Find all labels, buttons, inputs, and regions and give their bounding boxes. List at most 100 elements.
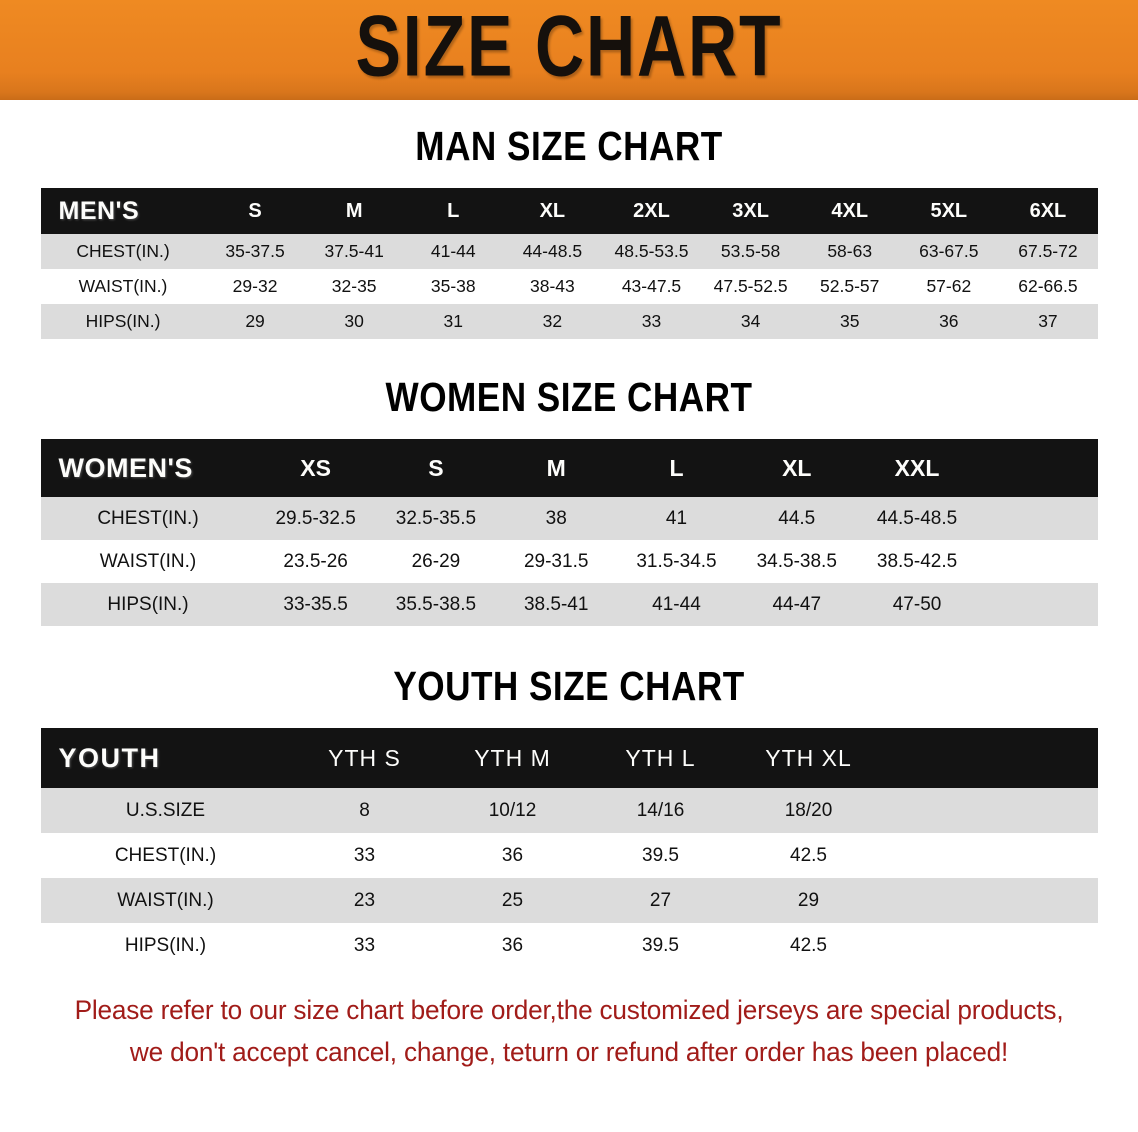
- youth-spacer-cell: [882, 923, 1098, 968]
- youth-ussize-xl: 18/20: [734, 788, 883, 833]
- youth-hips-s: 33: [290, 923, 439, 968]
- women-col-header-0: XS: [300, 454, 331, 481]
- table-row: HIPS(IN.) 29 30 31 32 33 34 35 36 37: [40, 304, 1098, 339]
- women-hips-xxl: 47-50: [856, 583, 978, 626]
- table-row: CHEST(IN.) 33 36 39.5 42.5: [40, 833, 1098, 878]
- men-chest-s: 35-37.5: [205, 234, 305, 269]
- women-chest-s: 32.5-35.5: [375, 497, 497, 540]
- men-waist-6xl: 62-66.5: [998, 269, 1098, 304]
- section-heading-youth: YOUTH SIZE CHART: [393, 663, 745, 709]
- men-size-table: MEN'S S M L XL 2XL 3XL 4XL 5XL 6XL CHEST…: [40, 188, 1098, 339]
- men-chest-2xl: 48.5-53.5: [601, 234, 702, 269]
- page-title: SIZE CHART: [355, 0, 783, 95]
- youth-col-header-0: YTH S: [328, 744, 401, 771]
- women-hips-l: 41-44: [616, 583, 737, 626]
- youth-chest-m: 36: [438, 833, 587, 878]
- table-header-row: MEN'S S M L XL 2XL 3XL 4XL 5XL 6XL: [40, 188, 1098, 234]
- youth-hips-m: 36: [438, 923, 587, 968]
- youth-col-header-3: YTH XL: [765, 744, 852, 771]
- men-col-header-1: M: [345, 199, 363, 222]
- youth-row-label-ussize: U.S.SIZE: [40, 788, 291, 833]
- section-heading-man: MAN SIZE CHART: [415, 123, 723, 169]
- women-table-body: CHEST(IN.) 29.5-32.5 32.5-35.5 38 41 44.…: [40, 497, 1098, 626]
- women-col-header-5: XXL: [894, 454, 940, 481]
- youth-chest-xl: 42.5: [734, 833, 883, 878]
- table-row: CHEST(IN.) 35-37.5 37.5-41 41-44 44-48.5…: [40, 234, 1098, 269]
- women-col-header-3: L: [669, 454, 684, 481]
- men-waist-l: 35-38: [403, 269, 503, 304]
- table-row: U.S.SIZE 8 10/12 14/16 18/20: [40, 788, 1098, 833]
- women-size-table: WOMEN'S XS S M L XL XXL CHEST(IN.) 29.5-…: [40, 439, 1098, 626]
- women-chest-xxl: 44.5-48.5: [856, 497, 978, 540]
- women-col-header-2: M: [546, 454, 566, 481]
- women-row-label-waist: WAIST(IN.): [40, 540, 256, 583]
- women-waist-l: 31.5-34.5: [616, 540, 737, 583]
- youth-corner-label: YOUTH: [58, 742, 161, 773]
- men-hips-4xl: 35: [800, 304, 900, 339]
- men-chest-4xl: 58-63: [800, 234, 900, 269]
- youth-chest-s: 33: [290, 833, 439, 878]
- men-table-header: MEN'S S M L XL 2XL 3XL 4XL 5XL 6XL: [40, 188, 1098, 234]
- table-row: WAIST(IN.) 23 25 27 29: [40, 878, 1098, 923]
- women-hips-s: 35.5-38.5: [375, 583, 497, 626]
- women-spacer-cell: [977, 583, 1098, 626]
- table-row: WAIST(IN.) 29-32 32-35 35-38 38-43 43-47…: [40, 269, 1098, 304]
- men-col-header-8: 6XL: [1029, 199, 1067, 222]
- youth-spacer-cell: [882, 878, 1098, 923]
- men-row-label-hips: HIPS(IN.): [40, 304, 206, 339]
- men-waist-3xl: 47.5-52.5: [701, 269, 801, 304]
- youth-ussize-l: 14/16: [586, 788, 735, 833]
- men-hips-6xl: 37: [998, 304, 1098, 339]
- banner: SIZE CHART: [0, 0, 1138, 100]
- youth-waist-xl: 29: [734, 878, 883, 923]
- women-col-header-1: S: [428, 454, 444, 481]
- men-col-header-2: L: [447, 199, 460, 222]
- women-hips-m: 38.5-41: [496, 583, 617, 626]
- men-chest-3xl: 53.5-58: [701, 234, 801, 269]
- women-table-header: WOMEN'S XS S M L XL XXL: [40, 439, 1098, 497]
- men-waist-4xl: 52.5-57: [800, 269, 900, 304]
- youth-ussize-m: 10/12: [438, 788, 587, 833]
- men-waist-xl: 38-43: [502, 269, 602, 304]
- youth-table-header: YOUTH YTH S YTH M YTH L YTH XL: [40, 728, 1098, 788]
- women-hips-xl: 44-47: [736, 583, 857, 626]
- men-waist-5xl: 57-62: [899, 269, 999, 304]
- women-hips-xs: 33-35.5: [255, 583, 376, 626]
- women-chest-xl: 44.5: [736, 497, 857, 540]
- men-table-body: CHEST(IN.) 35-37.5 37.5-41 41-44 44-48.5…: [40, 234, 1098, 339]
- women-waist-xl: 34.5-38.5: [736, 540, 857, 583]
- men-chest-l: 41-44: [403, 234, 503, 269]
- table-row: HIPS(IN.) 33-35.5 35.5-38.5 38.5-41 41-4…: [40, 583, 1098, 626]
- youth-waist-s: 23: [290, 878, 439, 923]
- men-chest-5xl: 63-67.5: [899, 234, 999, 269]
- women-chest-l: 41: [616, 497, 737, 540]
- women-waist-m: 29-31.5: [496, 540, 617, 583]
- youth-col-header-1: YTH M: [474, 744, 551, 771]
- men-waist-m: 32-35: [304, 269, 404, 304]
- youth-size-table: YOUTH YTH S YTH M YTH L YTH XL U.S.SIZE …: [40, 728, 1098, 968]
- men-col-header-7: 5XL: [930, 199, 968, 222]
- youth-waist-m: 25: [438, 878, 587, 923]
- women-corner-label: WOMEN'S: [58, 452, 193, 483]
- notice-line-1: Please refer to our size chart before or…: [74, 995, 1064, 1025]
- women-spacer-cell: [977, 497, 1098, 540]
- youth-hips-xl: 42.5: [734, 923, 883, 968]
- women-waist-xxl: 38.5-42.5: [856, 540, 978, 583]
- men-hips-s: 29: [205, 304, 305, 339]
- youth-ussize-s: 8: [290, 788, 439, 833]
- women-spacer-head: [977, 439, 1097, 497]
- women-row-label-chest: CHEST(IN.): [40, 497, 256, 540]
- youth-row-label-hips: HIPS(IN.): [40, 923, 291, 968]
- youth-spacer-cell: [882, 833, 1098, 878]
- men-row-label-waist: WAIST(IN.): [40, 269, 206, 304]
- youth-row-label-waist: WAIST(IN.): [40, 878, 291, 923]
- men-col-header-6: 4XL: [831, 199, 869, 222]
- men-waist-s: 29-32: [205, 269, 305, 304]
- table-header-row: YOUTH YTH S YTH M YTH L YTH XL: [40, 728, 1098, 788]
- youth-spacer-cell: [882, 788, 1098, 833]
- men-chest-6xl: 67.5-72: [998, 234, 1098, 269]
- men-col-header-3: XL: [539, 199, 566, 222]
- men-chest-xl: 44-48.5: [502, 234, 602, 269]
- notice-line-2: we don't accept cancel, change, teturn o…: [129, 1036, 1009, 1067]
